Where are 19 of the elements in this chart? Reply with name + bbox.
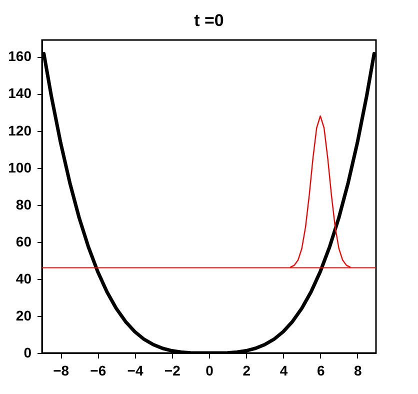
y-tick-label: 80 xyxy=(16,196,32,212)
x-tick-label: 8 xyxy=(354,362,362,378)
x-tick-label: −8 xyxy=(53,362,70,378)
y-tick-label: 0 xyxy=(24,344,32,360)
x-tick-label: 0 xyxy=(206,362,214,378)
x-tick-label: 6 xyxy=(316,362,325,378)
y-tick-label: 20 xyxy=(16,307,32,324)
x-tick-label: 4 xyxy=(280,362,288,378)
y-tick-label: 100 xyxy=(8,159,32,176)
x-tick-label: −6 xyxy=(90,362,106,378)
chart-title: t =0 xyxy=(194,11,224,30)
y-tick-label: 120 xyxy=(8,122,32,138)
x-tick-label: −2 xyxy=(164,362,181,378)
y-tick-label: 40 xyxy=(16,270,32,286)
y-tick-label: 60 xyxy=(16,233,32,250)
x-tick-label: 2 xyxy=(242,362,251,378)
y-tick-label: 160 xyxy=(8,48,32,64)
y-tick-label: 140 xyxy=(8,85,32,102)
x-tick-label: −4 xyxy=(127,362,144,378)
